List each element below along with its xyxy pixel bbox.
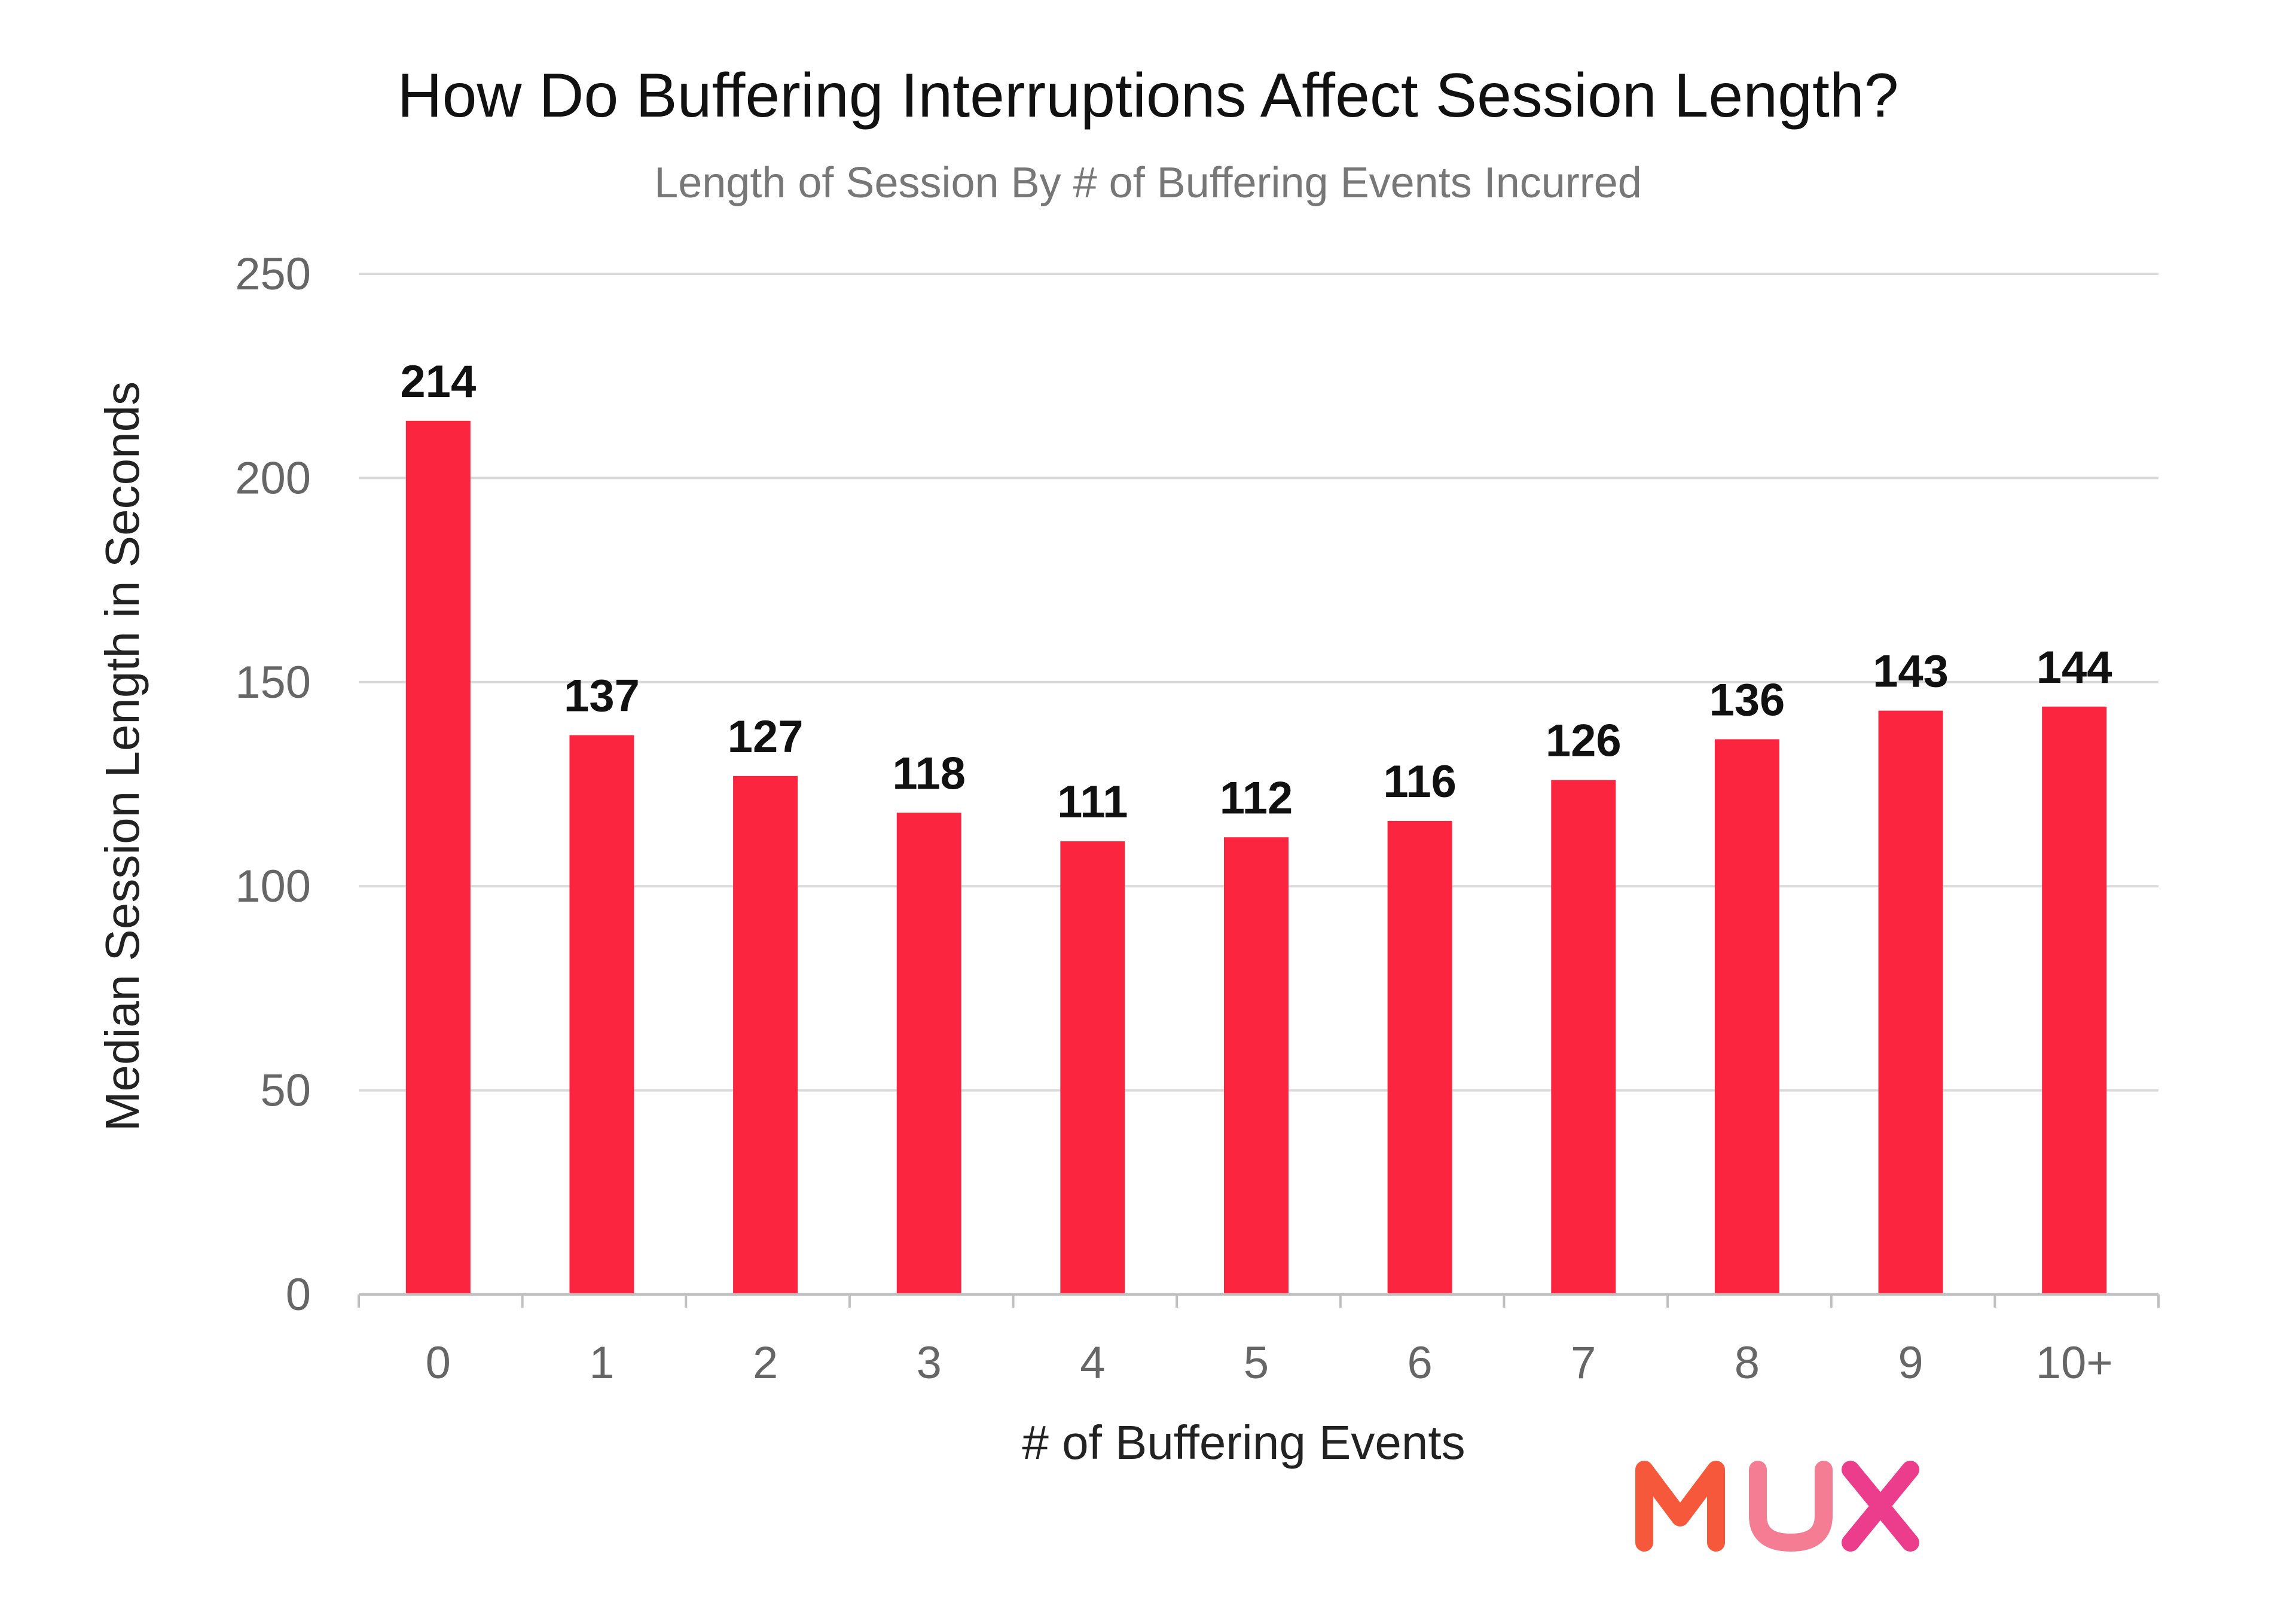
bar-value-label: 137: [564, 671, 640, 722]
bar-value-label: 214: [400, 356, 476, 407]
bar-value-label: 111: [1057, 777, 1128, 828]
bar-value-label: 144: [2037, 642, 2112, 693]
chart-title: How Do Buffering Interruptions Affect Se…: [397, 61, 1898, 130]
bar: [1060, 841, 1125, 1294]
bar: [1387, 820, 1452, 1294]
bar-value-label: 136: [1709, 674, 1785, 725]
bar-value-label: 126: [1546, 716, 1622, 767]
gridlines: [359, 273, 2158, 1092]
bar-value-label: 112: [1220, 773, 1293, 823]
y-tick-label: 0: [286, 1269, 311, 1320]
bar: [569, 735, 634, 1294]
y-axis-label: Median Session Length in Seconds: [96, 381, 149, 1131]
x-tick-label: 6: [1407, 1338, 1432, 1388]
chart-subtitle: Length of Session By # of Buffering Even…: [654, 159, 1642, 207]
x-axis-ticks: 0 1 2 3 4 5 6 7 8 9 10+: [358, 1294, 2160, 1388]
mux-logo: [1635, 1461, 1919, 1552]
x-tick-label: 10+: [2036, 1338, 2113, 1388]
bar: [1224, 837, 1289, 1294]
x-axis-label: # of Buffering Events: [1022, 1416, 1465, 1469]
bars: [405, 420, 2107, 1294]
bar-value-label: 118: [892, 748, 966, 799]
x-tick-label: 9: [1898, 1338, 1923, 1388]
x-tick-label: 2: [753, 1338, 778, 1388]
x-tick-label: 4: [1080, 1338, 1105, 1388]
logo-letter-x: [1842, 1461, 1919, 1552]
bar: [405, 420, 471, 1294]
logo-letter-m: [1635, 1461, 1725, 1552]
y-tick-label: 100: [235, 861, 311, 912]
y-axis-ticks: 0 50 100 150 200 250: [235, 249, 311, 1320]
bar: [1714, 739, 1779, 1294]
y-tick-label: 50: [260, 1065, 311, 1116]
bar: [733, 775, 798, 1294]
bar: [1878, 710, 1943, 1294]
bar-value-labels: 214 137 127 118 111 112 116 126 136 143 144: [400, 356, 2112, 828]
bar: [896, 813, 961, 1294]
bar-value-label: 116: [1383, 756, 1457, 807]
bar: [1551, 780, 1616, 1294]
x-tick-label: 5: [1244, 1338, 1269, 1388]
bar-value-label: 127: [728, 712, 804, 762]
x-tick-label: 1: [589, 1338, 614, 1388]
x-tick-label: 3: [917, 1338, 942, 1388]
y-tick-label: 200: [235, 453, 311, 503]
y-tick-label: 150: [235, 657, 311, 708]
x-tick-label: 7: [1571, 1338, 1596, 1388]
y-tick-label: 250: [235, 249, 311, 300]
bar-value-label: 143: [1873, 646, 1949, 697]
logo-letter-u: [1749, 1461, 1833, 1552]
x-tick-label: 0: [426, 1338, 451, 1388]
bar: [2042, 706, 2107, 1294]
x-tick-label: 8: [1735, 1338, 1760, 1388]
